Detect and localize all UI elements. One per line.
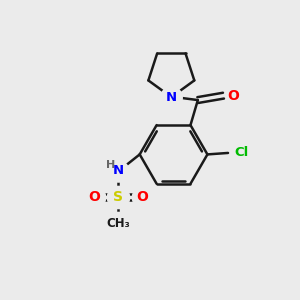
Text: H: H <box>106 160 115 170</box>
Text: CH₃: CH₃ <box>106 217 130 230</box>
Text: N: N <box>113 164 124 177</box>
Text: Cl: Cl <box>234 146 248 159</box>
Text: N: N <box>166 91 177 103</box>
Text: O: O <box>137 190 148 204</box>
Text: O: O <box>227 88 239 103</box>
Text: N: N <box>166 91 177 103</box>
Text: S: S <box>113 190 124 204</box>
Text: O: O <box>88 190 100 204</box>
